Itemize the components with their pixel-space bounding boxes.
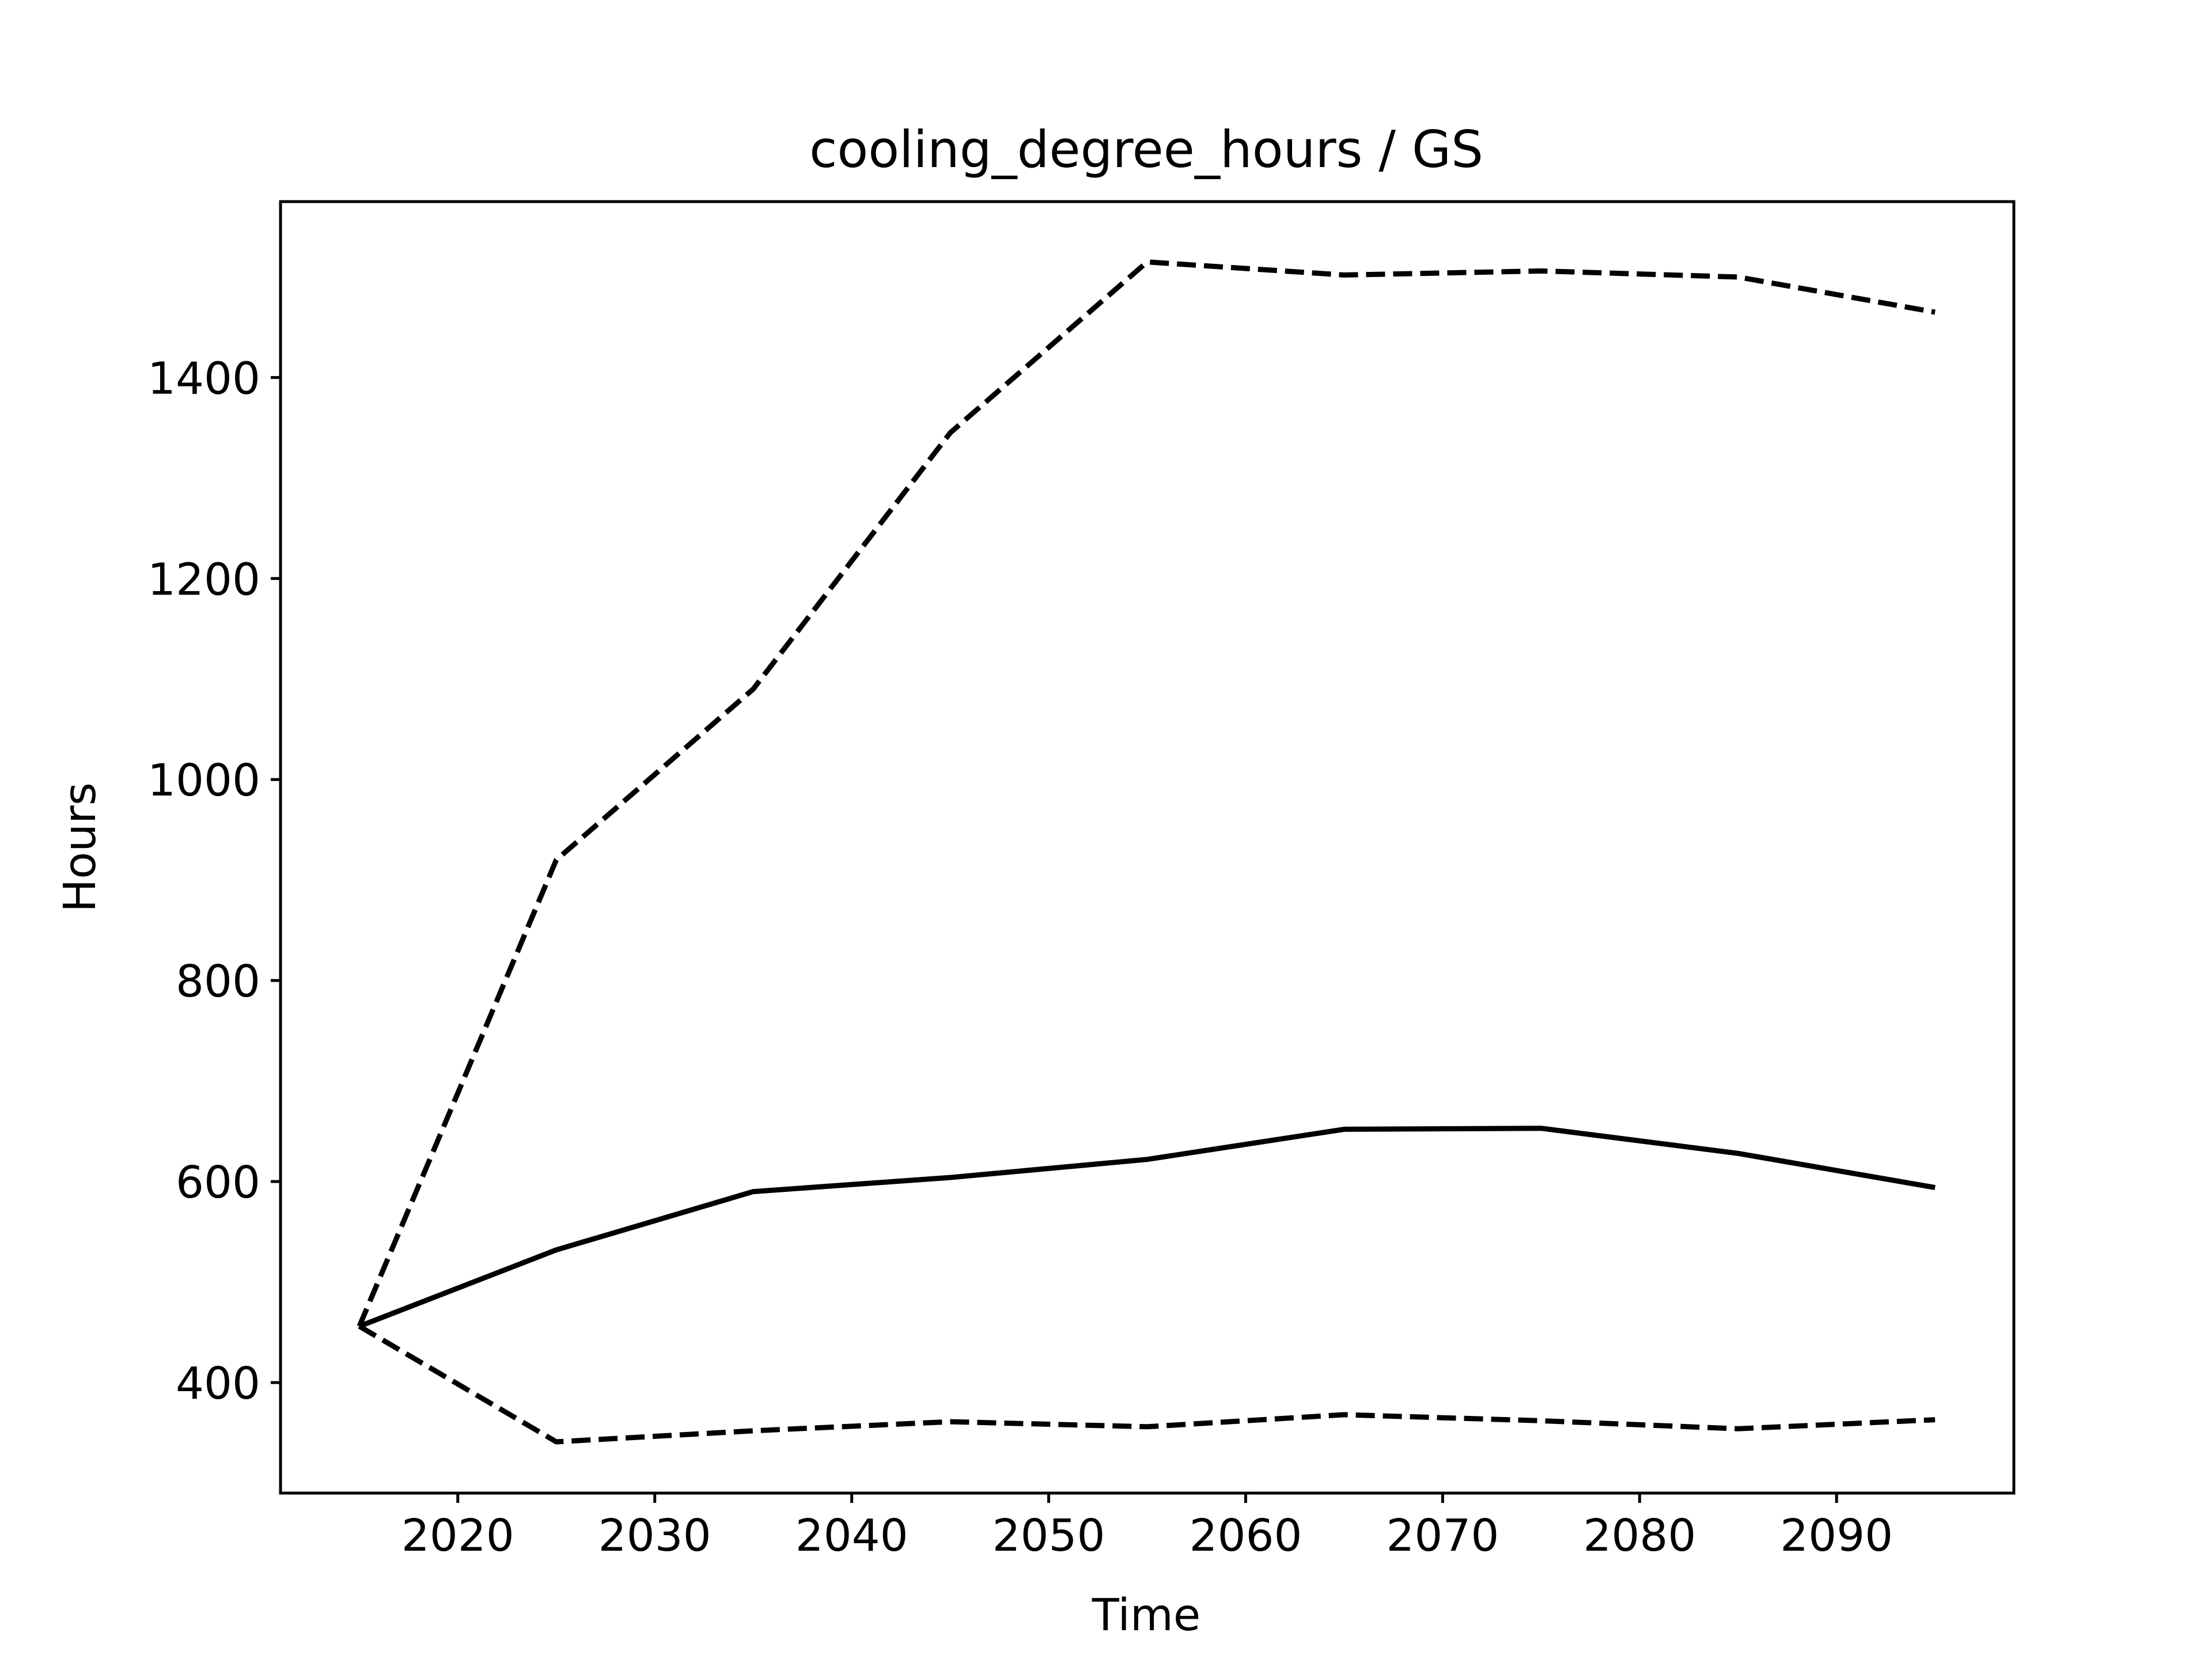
- x-tick-label: 2070: [1386, 1510, 1499, 1562]
- y-axis-label: Hours: [55, 782, 106, 912]
- plot-area: [357, 259, 1936, 1445]
- x-tick-label: 2020: [402, 1510, 514, 1562]
- x-tick-label: 2050: [993, 1510, 1105, 1562]
- x-axis-label: Time: [1092, 1590, 1200, 1641]
- y-tick-label: 400: [176, 1358, 260, 1410]
- series-line-1: [358, 1126, 1936, 1329]
- y-axis: 400 600 800 1000 1200 1400: [147, 353, 281, 1410]
- x-tick-label: 2080: [1583, 1510, 1696, 1562]
- y-tick-label: 1400: [147, 353, 260, 404]
- x-tick-label: 2060: [1189, 1510, 1302, 1562]
- chart-title: cooling_degree_hours / GS: [809, 120, 1483, 179]
- x-axis: 2020 2030 2040 2050 2060 2070 2080 2090: [402, 1493, 1893, 1562]
- x-tick-label: 2040: [796, 1510, 908, 1562]
- series-line-2: [357, 259, 1936, 1328]
- y-tick-label: 600: [176, 1157, 260, 1209]
- axes-frame: [279, 200, 2016, 1495]
- x-tick-label: 2030: [599, 1510, 711, 1562]
- x-tick-label: 2090: [1780, 1510, 1893, 1562]
- y-tick-label: 800: [176, 956, 260, 1007]
- series-line-3: [358, 1324, 1936, 1445]
- y-tick-label: 1000: [147, 755, 260, 806]
- y-tick-label: 1200: [147, 554, 260, 605]
